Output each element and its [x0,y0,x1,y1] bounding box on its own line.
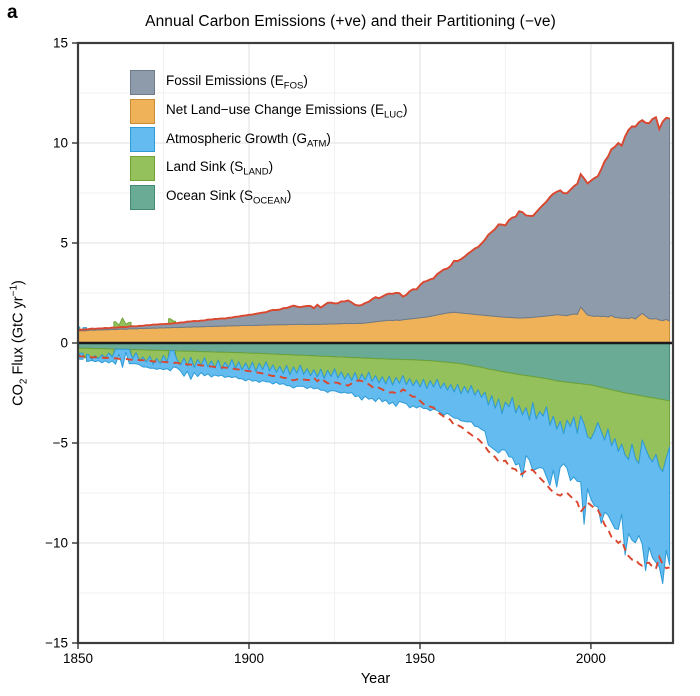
y-tick-label--15: −15 [45,636,68,651]
legend: Fossil Emissions (EFOS) Net Land−use Chan… [130,70,408,213]
y-label-sup: −1 [8,284,20,297]
mirrored-total-line [78,355,670,571]
x-tick-label-1950: 1950 [405,651,435,666]
y-tick-label-5: 5 [60,236,68,251]
x-tick-label-2000: 2000 [576,651,606,666]
y-tick-label-0: 0 [60,336,68,351]
legend-item-land_sink: Land Sink (SLAND) [130,156,408,182]
legend-label-land_use: Net Land−use Change Emissions (ELUC) [166,101,408,121]
x-tick-label-1850: 1850 [63,651,93,666]
legend-label-fossil: Fossil Emissions (EFOS) [166,73,308,92]
y-tick-label--10: −10 [45,536,68,551]
legend-item-fossil: Fossil Emissions (EFOS) [130,70,408,95]
legend-swatch-fossil [130,70,155,95]
area-atm-growth [86,348,671,585]
legend-swatch-land_sink [130,156,155,182]
y-label-post: ) [10,280,27,285]
y-label-pre: CO [10,384,27,406]
y-label-sub: 2 [18,378,30,385]
y-axis: 15 10 5 0 −5 −10 −15 [45,36,78,651]
legend-label-land_sink: Land Sink (SLAND) [166,159,274,178]
legend-item-atm_growth: Atmospheric Growth (GATM) [130,127,408,153]
y-tick-label-10: 10 [53,136,68,151]
total-lines [78,115,670,571]
legend-item-ocean_sink: Ocean Sink (SOCEAN) [130,184,408,210]
legend-swatch-ocean_sink [130,184,155,210]
panel-label: a [7,2,18,23]
legend-swatch-atm_growth [130,127,155,153]
legend-item-land_use: Net Land−use Change Emissions (ELUC) [130,98,408,124]
total-emissions-line [78,115,670,331]
chart-title: Annual Carbon Emissions (+ve) and their … [145,13,556,30]
legend-swatch-land_use [130,98,155,124]
x-tick-label-1900: 1900 [234,651,264,666]
legend-label-atm_growth: Atmospheric Growth (GATM) [166,130,331,150]
x-axis-label: Year [360,671,391,687]
y-tick-label-15: 15 [53,36,68,51]
y-label-mid: Flux (GtC yr [10,296,27,379]
legend-label-ocean_sink: Ocean Sink (SOCEAN) [166,187,292,207]
x-axis: 1850 1900 1950 2000 [63,643,606,666]
y-tick-label--5: −5 [53,436,68,451]
y-axis-label: CO2 Flux (GtC yr−1) [9,280,30,406]
